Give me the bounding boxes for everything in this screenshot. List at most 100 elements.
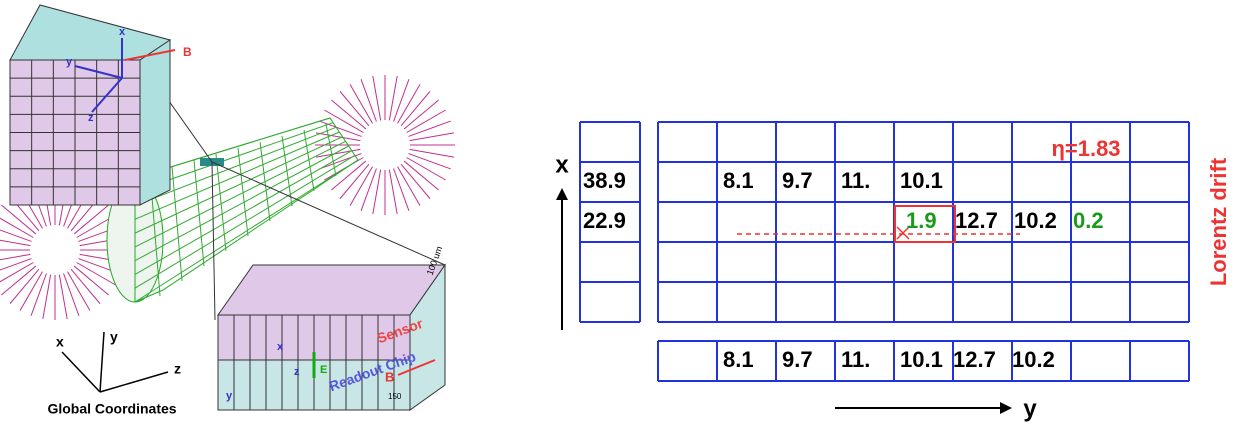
cell-values: 38.9 22.9 8.1 9.7 11. 10.1 1.9 12.7 10.2 0.2 8.1 9.… [583,168,1104,372]
callout [211,161,216,321]
hit-marker [896,226,910,240]
fan-blade [388,169,398,215]
cylinder-ring [193,159,205,267]
label: x [277,341,284,353]
fan-blade [67,271,91,311]
fan-blade [70,268,101,304]
cell: 10.2 [1012,347,1055,372]
fan-blade [315,132,361,142]
cell: 22.9 [583,208,626,233]
cube-top [9,4,172,61]
cylinder-line [134,145,349,262]
cell: 0.2 [1073,208,1104,233]
fan-blade [393,79,410,122]
seed-box [894,205,956,243]
arrow [397,359,436,376]
fan-blade [319,120,362,137]
cylinder-line [134,131,340,220]
cell: 8.1 [723,347,754,372]
arrow [74,65,123,79]
cylinder-ring [215,153,227,252]
axis-label: y [1023,395,1037,422]
cell: 9.7 [782,347,813,372]
fan-blade [397,166,421,206]
detector-illustration: B x y z 100 um Sensor Readout Chip B E x… [0,4,455,417]
cube-grid [10,60,140,205]
pink-fans [0,75,455,320]
cylinder-line [134,159,359,303]
cell: 12.7 [953,347,996,372]
cell: 8.1 [723,168,754,193]
fan-blade [1,204,37,235]
lorentz-label: Lorentz drift [1206,157,1231,286]
fan-blade [409,148,455,158]
fan-blade [372,75,382,121]
cell: 10.1 [900,168,943,193]
cylinder-line [134,126,337,207]
cell: 38.9 [583,168,626,193]
cylinder-ring [171,165,183,282]
fan-blade [339,91,370,127]
caption: Global Coordinates [47,401,176,417]
fan-blade [0,253,31,261]
global-axes [61,331,169,393]
fan-blade [397,84,421,124]
fan-blade [63,273,80,316]
fan-blade [388,75,398,121]
fan-blade [393,168,410,211]
cell: 10.1 [900,347,943,372]
fan-blade [331,99,367,130]
label: z [294,366,300,378]
fan-blade [408,120,451,137]
callout [211,161,446,266]
label: x [119,26,126,38]
fan-blade [42,274,52,320]
cylinder-ring [259,141,271,222]
axis-label: x [555,151,569,178]
cell: 12.7 [955,208,998,233]
fan-blade [400,163,431,199]
cube-side [139,39,171,206]
fan-blade [58,274,68,320]
label: B [183,45,192,59]
fan-blade [0,239,31,247]
label: y [110,329,118,345]
fan-blade [315,148,361,158]
fan-blade [73,204,109,235]
cylinder-ring [237,147,249,237]
label: x [56,334,64,350]
fan-blade [331,160,367,191]
fan-blade [1,265,37,296]
label: z [88,112,94,124]
fan-blade [400,91,431,127]
fan-blade [349,84,373,124]
cell: 11. [841,347,870,372]
fan-blade [406,109,446,133]
fan-blade [339,163,370,199]
cylinder-ring [325,123,337,177]
arrowhead [1000,402,1012,414]
label: B [385,369,394,384]
cylinder-line [134,154,356,289]
pixel-grid [579,121,1190,382]
fan-blade [73,265,109,296]
fan-blade [360,79,377,122]
arrow [124,49,176,61]
fan-blade [360,168,377,211]
cell: 10.2 [1014,208,1057,233]
fan-blade [9,268,40,304]
fan-blade [0,217,34,238]
cylinder-line [134,150,353,275]
label: y [226,390,233,402]
fan-blade [372,169,382,215]
fan-blade [324,109,364,133]
label: z [174,361,181,377]
arrow [91,77,123,113]
cylinder-line [134,140,346,248]
fan-blade [403,99,439,130]
cell: 1.9 [906,208,937,233]
eta-label: η=1.83 [1051,136,1120,161]
arrowhead [556,188,568,200]
fan-blade [30,273,47,316]
